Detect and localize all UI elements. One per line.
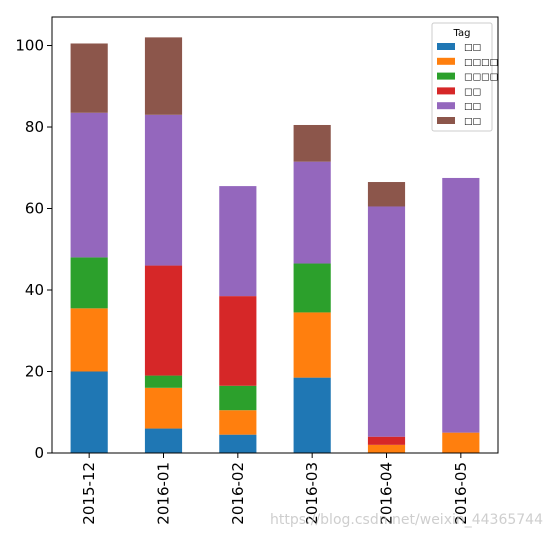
y-tick-label-20: 20 xyxy=(25,363,44,381)
legend-swatch-4 xyxy=(437,102,455,110)
bar-2016-05-series-1 xyxy=(442,432,480,453)
bar-2015-12-series-5 xyxy=(70,43,108,113)
bar-2016-01-series-4 xyxy=(144,114,183,266)
bar-2016-04-series-3 xyxy=(367,436,406,445)
legend-label-0: □□ xyxy=(464,43,481,53)
bar-2016-03-series-5 xyxy=(293,124,331,162)
bar-2016-02-series-1 xyxy=(219,410,257,435)
legend-swatch-0 xyxy=(437,43,455,50)
y-tick-label-100: 100 xyxy=(15,37,44,55)
bar-2016-02-series-4 xyxy=(219,186,257,297)
bar-2016-01-series-1 xyxy=(144,387,183,429)
bar-2016-04-series-5 xyxy=(367,182,406,207)
legend: Tag□□□□□□□□□□□□□□□□ xyxy=(431,22,498,132)
legend-swatch-1 xyxy=(437,57,455,65)
bar-2016-04-series-4 xyxy=(367,206,406,437)
bar-2015-12-series-2 xyxy=(70,257,108,309)
legend-swatch-5 xyxy=(437,117,455,124)
legend-swatch-3 xyxy=(437,87,455,95)
legend-label-2: □□□□ xyxy=(464,73,498,83)
x-tick-label-2016-05: 2016-05 xyxy=(452,462,470,525)
x-tick-label-2016-01: 2016-01 xyxy=(155,462,173,525)
legend-swatch-2 xyxy=(437,72,455,80)
bar-2016-01-series-3 xyxy=(144,265,183,376)
bar-2016-03-series-2 xyxy=(293,263,331,313)
y-tick-label-0: 0 xyxy=(34,444,44,462)
y-tick-label-40: 40 xyxy=(25,281,44,299)
bar-2016-05-series-4 xyxy=(442,177,480,433)
plot-frame xyxy=(51,16,499,454)
bar-2016-02-series-3 xyxy=(219,296,257,386)
legend-label-4: □□ xyxy=(464,102,481,112)
legend-label-5: □□ xyxy=(464,117,481,127)
legend-title: Tag xyxy=(453,28,471,39)
x-tick-label-2016-03: 2016-03 xyxy=(303,462,321,525)
watermark: https://blog.csdn.net/weixin_44365744 xyxy=(269,512,543,528)
bar-2016-01-series-5 xyxy=(144,37,183,115)
bar-2015-12-series-0 xyxy=(70,371,108,453)
bar-2016-01-series-0 xyxy=(144,428,183,453)
bar-2016-03-series-0 xyxy=(293,377,331,453)
legend-label-1: □□□□ xyxy=(464,58,498,68)
bar-2016-02-series-0 xyxy=(219,434,257,453)
bar-2016-03-series-1 xyxy=(293,312,331,378)
y-tick-label-60: 60 xyxy=(25,200,44,218)
bar-2016-03-series-4 xyxy=(293,161,331,264)
x-tick-label-2016-04: 2016-04 xyxy=(378,462,396,525)
legend-label-3: □□ xyxy=(464,87,481,97)
x-tick-label-2016-02: 2016-02 xyxy=(229,462,247,525)
x-tick-label-2015-12: 2015-12 xyxy=(80,462,98,525)
bar-2016-04-series-1 xyxy=(367,444,406,453)
bar-2015-12-series-1 xyxy=(70,308,108,372)
y-tick-label-80: 80 xyxy=(25,118,44,136)
bar-2016-02-series-2 xyxy=(219,385,257,411)
bar-2016-01-series-2 xyxy=(144,375,183,388)
axes-group: 0 20 40 60 80 100 2015-12 2016-01 2016-02 2016-03… xyxy=(15,16,499,525)
bar-2015-12-series-4 xyxy=(70,112,108,258)
bars-group xyxy=(70,37,480,453)
